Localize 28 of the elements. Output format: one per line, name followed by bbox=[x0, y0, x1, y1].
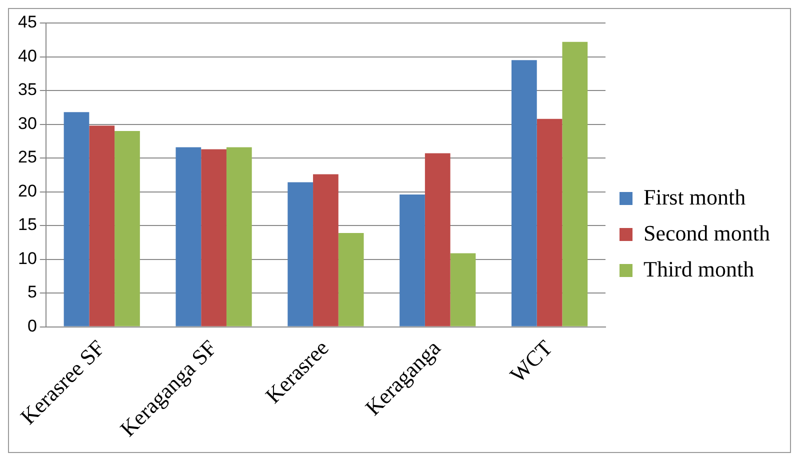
bar bbox=[288, 182, 314, 326]
bar bbox=[226, 147, 252, 326]
y-tick-label: 20 bbox=[18, 181, 37, 200]
legend-label: First month bbox=[644, 184, 746, 210]
bar bbox=[338, 232, 364, 326]
bar bbox=[424, 153, 450, 326]
bar bbox=[114, 131, 140, 326]
bar bbox=[64, 112, 90, 326]
y-tick-label: 40 bbox=[18, 46, 37, 66]
y-tick-label: 45 bbox=[18, 12, 37, 32]
y-tick-label: 0 bbox=[27, 316, 37, 336]
bar bbox=[536, 118, 562, 326]
bar bbox=[313, 174, 338, 326]
y-tick-label: 15 bbox=[18, 215, 37, 234]
bar bbox=[176, 147, 202, 326]
bar bbox=[562, 42, 588, 326]
bar bbox=[89, 126, 115, 326]
bar bbox=[512, 60, 537, 326]
y-tick-label: 25 bbox=[18, 148, 37, 167]
y-tick-label: 30 bbox=[18, 114, 37, 133]
y-tick-label: 10 bbox=[18, 248, 37, 268]
bar bbox=[450, 253, 476, 326]
bar bbox=[400, 194, 425, 326]
y-tick-label: 5 bbox=[27, 282, 37, 302]
bar bbox=[201, 149, 226, 326]
y-tick-label: 35 bbox=[18, 80, 37, 100]
legend-label: Second month bbox=[644, 220, 770, 246]
legend-label: Third month bbox=[644, 256, 754, 282]
